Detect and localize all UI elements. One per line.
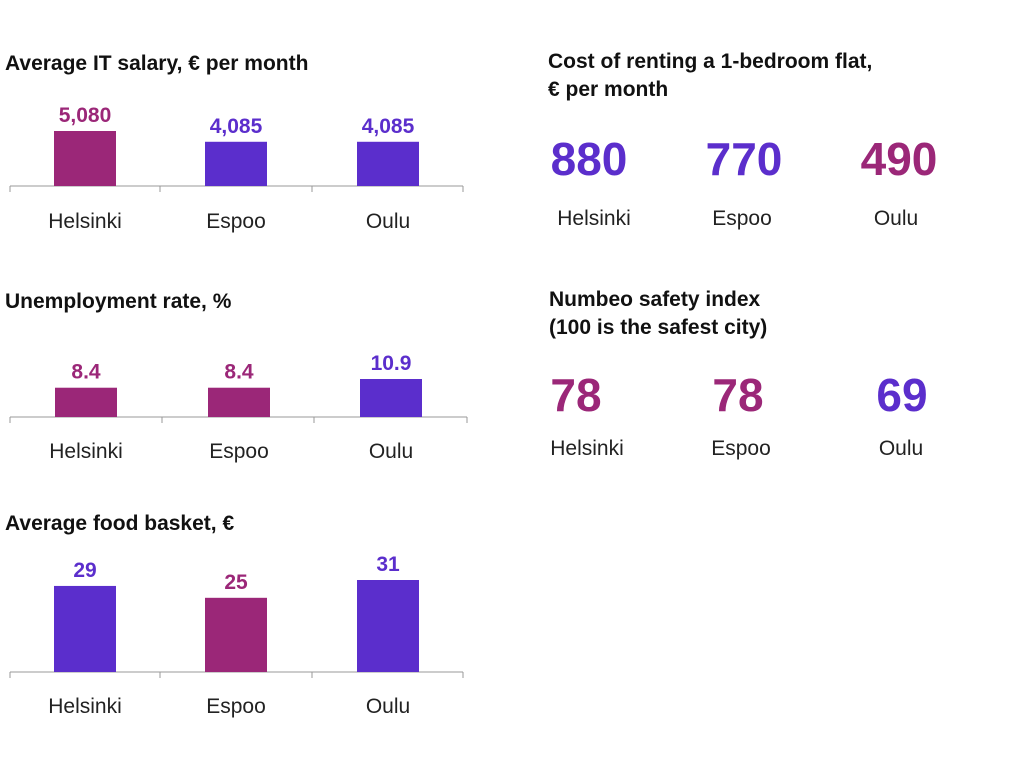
unemployment-bar-espoo	[208, 387, 270, 417]
rent-value-helsinki: 880	[550, 133, 628, 185]
unemployment-data-label-oulu: 10.9	[371, 352, 412, 375]
unemployment-category-label-helsinki: Helsinki	[49, 440, 123, 463]
salary-category-label-helsinki: Helsinki	[48, 210, 122, 233]
rent-city-helsinki: Helsinki	[557, 207, 631, 230]
safety-title-line-1: Numbeo safety index	[549, 288, 761, 311]
rent-title-line-1: Cost of renting a 1-bedroom flat,	[548, 50, 873, 73]
unemployment-bar-chart: 8.4 Helsinki 8.4 Espoo 10.9 Oulu	[9, 352, 468, 463]
salary-bar-oulu	[357, 141, 419, 186]
food-basket-data-label-espoo: 25	[224, 571, 248, 594]
salary-data-label-espoo: 4,085	[210, 115, 263, 138]
rent-value-oulu: 490	[860, 133, 938, 185]
salary-data-label-oulu: 4,085	[362, 115, 415, 138]
unemployment-bar-helsinki	[55, 387, 117, 417]
safety-city-espoo: Espoo	[711, 437, 771, 460]
food-basket-chart-title: Average food basket, €	[5, 512, 235, 535]
unemployment-chart-title: Unemployment rate, %	[5, 290, 232, 313]
rent-city-oulu: Oulu	[873, 207, 919, 230]
unemployment-category-label-oulu: Oulu	[369, 440, 413, 463]
salary-chart-title: Average IT salary, € per month	[5, 52, 309, 75]
food-basket-bar-chart: 29 Helsinki 25 Espoo 31 Oulu	[9, 553, 464, 718]
unemployment-data-label-espoo: 8.4	[224, 361, 254, 384]
food-basket-bar-espoo	[205, 597, 267, 672]
unemployment-category-label-espoo: Espoo	[209, 440, 269, 463]
food-basket-category-label-espoo: Espoo	[206, 695, 266, 718]
food-basket-bar-oulu	[357, 580, 419, 672]
safety-value-espoo: 78	[712, 369, 764, 421]
food-basket-category-label-helsinki: Helsinki	[48, 695, 122, 718]
food-basket-data-label-helsinki: 29	[73, 559, 96, 582]
rent-title-line-2: € per month	[548, 78, 669, 101]
safety-city-oulu: Oulu	[878, 437, 924, 460]
safety-value-oulu: 69	[876, 369, 928, 421]
food-basket-data-label-oulu: 31	[376, 553, 400, 576]
rent-value-espoo: 770	[705, 133, 783, 185]
salary-category-label-espoo: Espoo	[206, 210, 266, 233]
food-basket-category-label-oulu: Oulu	[366, 695, 410, 718]
rent-city-espoo: Espoo	[712, 207, 772, 230]
salary-data-label-helsinki: 5,080	[59, 104, 112, 127]
salary-bar-chart: 5,080 Helsinki 4,085 Espoo 4,085 Oulu	[9, 104, 464, 233]
safety-value-helsinki: 78	[550, 369, 602, 421]
salary-category-label-oulu: Oulu	[366, 210, 410, 233]
salary-bar-helsinki	[54, 131, 116, 186]
unemployment-data-label-helsinki: 8.4	[71, 361, 101, 384]
rent-panel-title: Cost of renting a 1-bedroom flat, € per …	[548, 48, 872, 104]
salary-bar-espoo	[205, 141, 267, 186]
unemployment-bar-oulu	[360, 379, 422, 417]
safety-city-helsinki: Helsinki	[550, 437, 624, 460]
food-basket-bar-helsinki	[54, 585, 116, 672]
safety-title-line-2: (100 is the safest city)	[549, 316, 768, 339]
safety-panel-title: Numbeo safety index (100 is the safest c…	[549, 286, 767, 342]
